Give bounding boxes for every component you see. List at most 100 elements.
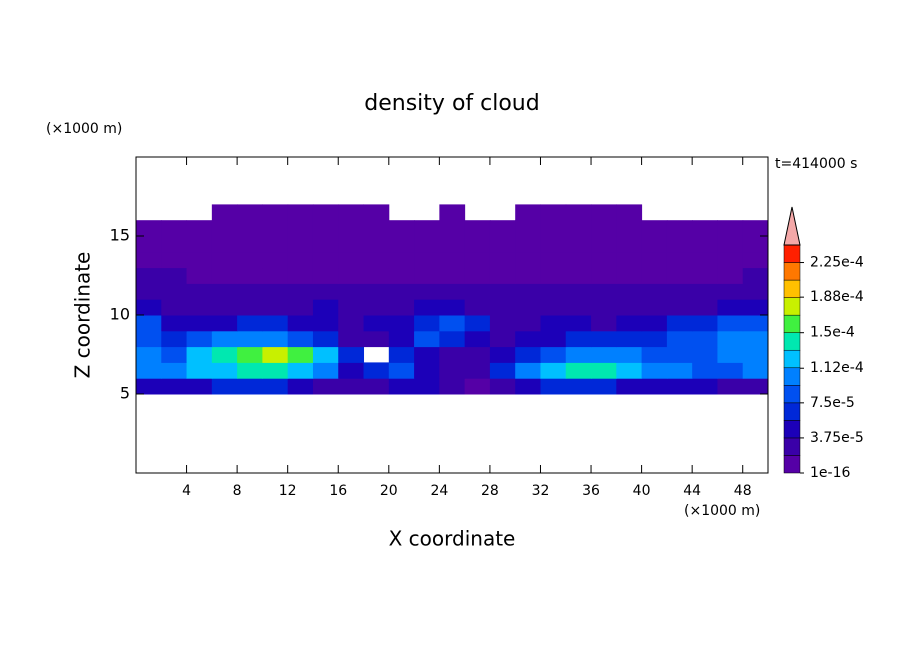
contour-cell [591, 378, 617, 395]
contour-cell [717, 378, 744, 395]
contour-cell [186, 362, 213, 379]
contour-cell [136, 251, 162, 269]
colorbar-band [783, 279, 801, 298]
contour-cell [414, 299, 440, 316]
contour-cell [666, 220, 693, 237]
contour-cell [666, 283, 693, 300]
contour-cell [388, 346, 415, 363]
x-tick-label: 28 [481, 483, 499, 499]
contour-cell [237, 299, 263, 316]
contour-cell [211, 283, 238, 300]
contour-cell [540, 315, 567, 332]
contour-cell [338, 378, 365, 395]
contour-cell [363, 362, 390, 379]
contour-cell [136, 362, 162, 379]
contour-cell [692, 220, 718, 237]
contour-cell [515, 251, 541, 269]
colorbar-band [783, 402, 801, 421]
colorbar-tick-label: 1e-16 [810, 465, 850, 481]
contour-cell [414, 346, 440, 363]
contour-cell [616, 283, 643, 300]
x-tick-label: 12 [279, 483, 297, 499]
contour-cell [388, 220, 415, 237]
contour-cell [287, 236, 314, 253]
contour-cell [312, 330, 339, 348]
contour-cell [211, 378, 238, 395]
contour-cell [439, 220, 466, 237]
contour-cell [287, 330, 314, 348]
contour-cell [666, 299, 693, 316]
y-tick-label: 15 [110, 226, 130, 245]
x-tick-label: 16 [329, 483, 347, 499]
contour-cell [515, 362, 541, 379]
contour-cell [136, 378, 162, 395]
contour-cell [464, 236, 491, 253]
contour-cell [136, 236, 162, 253]
contour-cell [312, 378, 339, 395]
contour-cell [540, 362, 567, 379]
contour-cell [666, 267, 693, 284]
contour-cell [186, 315, 213, 332]
contour-cell [186, 236, 213, 253]
contour-cell [414, 220, 440, 237]
contour-cell [489, 299, 516, 316]
x-tick-label: 4 [182, 483, 191, 499]
contour-cell [666, 346, 693, 363]
contour-cell [388, 362, 415, 379]
contour-cell [287, 267, 314, 284]
contour-cell [515, 267, 541, 284]
contour-cell [616, 267, 643, 284]
contour-cell [692, 315, 718, 332]
contour-cell [312, 362, 339, 379]
contour-cell [717, 299, 744, 316]
contour-cell [742, 362, 769, 379]
contour-cell [591, 346, 617, 363]
contour-cell [515, 330, 541, 348]
contour-cell [540, 220, 567, 237]
contour-cell [717, 315, 744, 332]
contour-cell [489, 362, 516, 379]
contour-cell [338, 267, 365, 284]
contour-cell [211, 267, 238, 284]
contour-cell [717, 346, 744, 363]
colorbar-tick-label: 2.25e-4 [810, 255, 864, 271]
contour-cell [161, 283, 188, 300]
colorbar-band [783, 437, 801, 456]
contour-cell [211, 236, 238, 253]
contour-cell [489, 236, 516, 253]
contour-cell [515, 346, 541, 363]
contour-cell [388, 378, 415, 395]
colorbar-tick-label: 1.5e-4 [810, 325, 855, 341]
contour-cell [565, 299, 592, 316]
contour-cell [666, 378, 693, 395]
contour-cell [692, 330, 718, 348]
contour-cell [464, 346, 491, 363]
contour-cell [717, 330, 744, 348]
colorbar-tick-label: 3.75e-5 [810, 430, 864, 446]
contour-cell [616, 236, 643, 253]
contour-cell [464, 220, 491, 237]
contour-cell [363, 236, 390, 253]
contour-cell [692, 251, 718, 269]
contour-cell [414, 378, 440, 395]
contour-cell [414, 251, 440, 269]
contour-cell [186, 378, 213, 395]
contour-cell [287, 299, 314, 316]
contour-cell [363, 204, 390, 221]
contour-cell [312, 267, 339, 284]
contour-cell [489, 315, 516, 332]
contour-cell [641, 378, 668, 395]
contour-cell [540, 267, 567, 284]
contour-cell [363, 299, 390, 316]
contour-cell [489, 267, 516, 284]
contour-cell [287, 315, 314, 332]
annotation: t=414000 s [775, 156, 857, 172]
contour-cell [237, 315, 263, 332]
contour-cell [363, 251, 390, 269]
contour-cell [464, 283, 491, 300]
contour-cell [641, 362, 668, 379]
contour-cell [136, 315, 162, 332]
contour-cell [717, 267, 744, 284]
contour-cell [742, 283, 769, 300]
